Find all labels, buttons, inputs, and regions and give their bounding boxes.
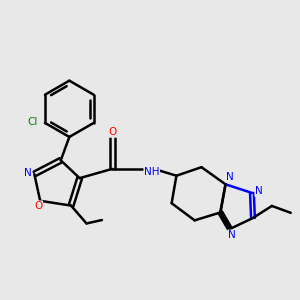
- Text: N: N: [226, 172, 233, 182]
- Text: N: N: [228, 230, 236, 240]
- Text: N: N: [255, 186, 263, 196]
- Text: Cl: Cl: [27, 117, 38, 127]
- Text: O: O: [34, 201, 43, 211]
- Text: O: O: [109, 127, 117, 137]
- Text: N: N: [24, 168, 32, 178]
- Text: NH: NH: [144, 167, 160, 177]
